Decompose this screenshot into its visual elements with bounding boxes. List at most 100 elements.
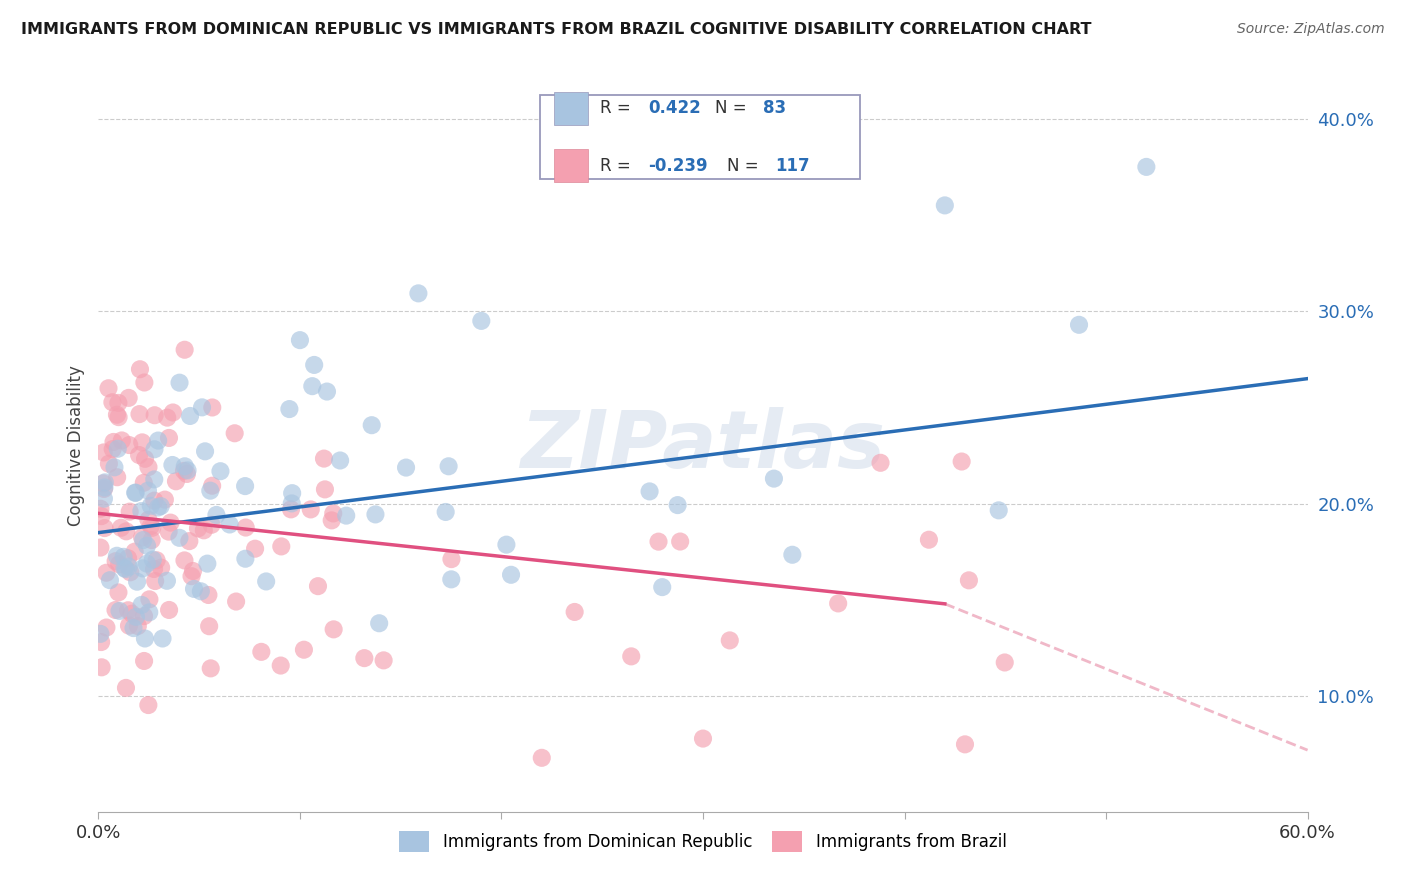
Point	[128, 407, 150, 421]
Point	[224, 426, 246, 441]
Point	[157, 431, 180, 445]
Point	[368, 616, 391, 631]
Point	[314, 483, 336, 497]
Point	[782, 548, 804, 562]
Point	[114, 562, 136, 576]
Point	[360, 418, 382, 433]
Point	[138, 460, 160, 475]
Point	[292, 642, 315, 657]
Point	[173, 553, 195, 567]
Point	[218, 517, 240, 532]
Point	[97, 381, 120, 395]
Point	[179, 409, 201, 423]
Point	[124, 544, 146, 558]
Point	[233, 479, 256, 493]
Point	[121, 607, 143, 621]
Point	[135, 557, 157, 571]
Point	[90, 635, 112, 649]
Point	[190, 584, 212, 599]
Point	[134, 376, 156, 390]
Point	[499, 567, 522, 582]
Point	[235, 520, 257, 534]
Point	[176, 463, 198, 477]
Point	[131, 435, 153, 450]
Point	[651, 580, 673, 594]
Point	[994, 656, 1017, 670]
Point	[179, 534, 201, 549]
Text: IMMIGRANTS FROM DOMINICAN REPUBLIC VS IMMIGRANTS FROM BRAZIL COGNITIVE DISABILIT: IMMIGRANTS FROM DOMINICAN REPUBLIC VS IM…	[21, 22, 1091, 37]
Point	[108, 604, 131, 618]
Point	[134, 632, 156, 646]
Point	[153, 492, 176, 507]
Point	[169, 531, 191, 545]
Point	[934, 198, 956, 212]
Point	[162, 458, 184, 472]
Point	[117, 603, 139, 617]
Point	[89, 541, 111, 555]
Text: N =: N =	[727, 157, 763, 175]
Point	[125, 574, 148, 589]
Point	[96, 566, 118, 580]
Text: 117: 117	[776, 157, 810, 175]
Point	[125, 610, 148, 624]
Point	[90, 660, 112, 674]
Point	[434, 505, 457, 519]
Point	[312, 451, 335, 466]
Point	[93, 445, 115, 459]
Point	[131, 598, 153, 612]
Point	[918, 533, 941, 547]
Bar	[554, 92, 588, 125]
Point	[110, 521, 132, 535]
Point	[270, 540, 292, 554]
Point	[118, 618, 141, 632]
Point	[136, 539, 159, 553]
Point	[107, 410, 129, 425]
Point	[301, 379, 323, 393]
Point	[89, 627, 111, 641]
Point	[718, 633, 741, 648]
Point	[139, 499, 162, 513]
Point	[132, 609, 155, 624]
Point	[112, 549, 135, 564]
Point	[125, 485, 148, 500]
Point	[103, 460, 125, 475]
Point	[93, 491, 115, 506]
Point	[117, 551, 139, 566]
Point	[128, 448, 150, 462]
Point	[987, 503, 1010, 517]
Point	[437, 459, 460, 474]
Point	[250, 645, 273, 659]
Point	[620, 649, 643, 664]
Point	[165, 475, 187, 489]
Point	[953, 737, 976, 751]
Bar	[554, 149, 588, 182]
Point	[152, 632, 174, 646]
Text: R =: R =	[600, 99, 637, 117]
Point	[105, 408, 128, 422]
Point	[143, 442, 166, 457]
Point	[180, 569, 202, 583]
Point	[156, 574, 179, 588]
Point	[132, 533, 155, 547]
Point	[108, 558, 131, 572]
Point	[530, 751, 553, 765]
Point	[139, 519, 162, 533]
Point	[322, 507, 344, 521]
Point	[200, 483, 222, 498]
Point	[134, 451, 156, 466]
Point	[149, 499, 172, 513]
Point	[957, 574, 980, 588]
Point	[1135, 160, 1157, 174]
Point	[105, 549, 128, 563]
Point	[205, 508, 228, 522]
Point	[118, 391, 141, 405]
FancyBboxPatch shape	[540, 95, 860, 179]
Point	[307, 579, 329, 593]
Point	[638, 484, 661, 499]
Point	[280, 502, 302, 516]
Point	[225, 594, 247, 608]
Point	[470, 314, 492, 328]
Point	[869, 456, 891, 470]
Point	[97, 457, 120, 471]
Point	[104, 603, 127, 617]
